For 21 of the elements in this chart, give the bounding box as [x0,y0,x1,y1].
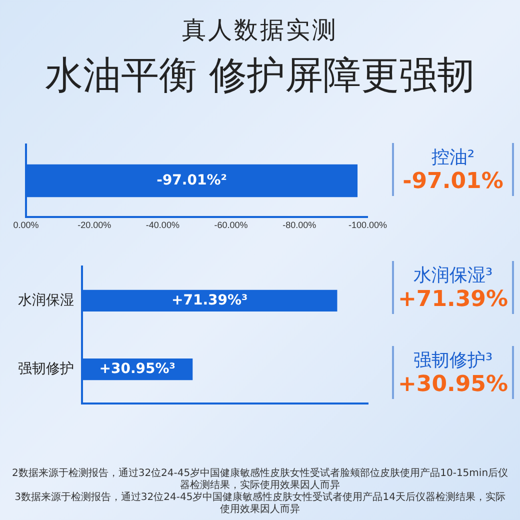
chart-subtitle: 真人数据实测 [181,15,339,46]
data-label: -97.01%² [156,172,227,188]
y-tick-label: 强韧修护 [18,360,74,376]
y-tick-label: 水润保湿 [18,292,74,308]
text: +71.39% [396,286,510,312]
x-tick-label: -80.00% [282,220,316,230]
text: 水润保湿³ [412,264,494,286]
x-tick-label: -100.00% [348,220,387,230]
x-tick-label: -40.00% [146,220,180,230]
data-label: +30.95%³ [99,360,176,377]
text: 控油² [430,146,476,169]
data-label: +71.39%³ [172,292,248,308]
text: -97.01% [402,169,504,194]
text: +30.95% [396,372,510,396]
text: 3数据来源于检测报告，通过32位24-45岁中国健康敏感性皮肤女性受试者使用产品14天后仪器检测结果，实际使用效果因人而异 [14,492,506,516]
x-tick-label: 0.00% [13,220,39,230]
text: 强韧修护³ [412,348,494,372]
x-tick-label: -20.00% [78,220,112,230]
chart-title: 水油平衡 修护屏障更强韧 [44,52,476,99]
x-tick-label: -60.00% [214,220,248,230]
text: 2数据来源于检测报告，通过32位24-45岁中国健康敏感性皮肤女性受试者脸颊部位皮肤使用产品10-15min后仪器检测结果，实际使用效果因人而异 [10,468,510,492]
